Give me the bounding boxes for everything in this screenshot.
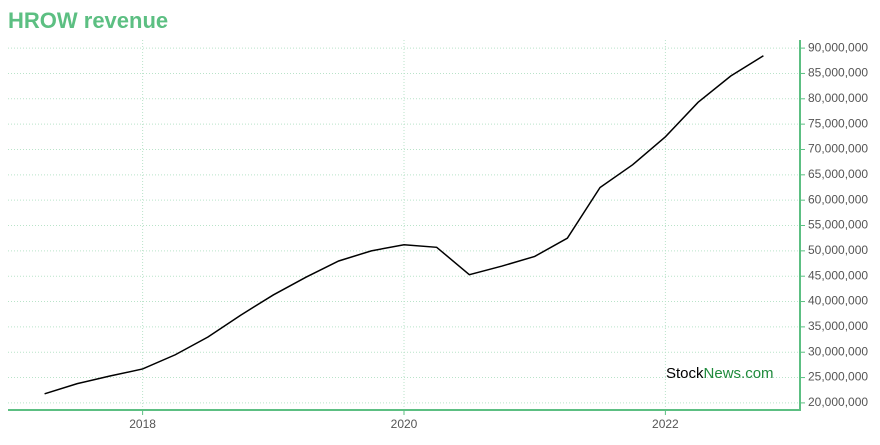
x-tick-label: 2018: [129, 417, 156, 431]
y-tick-label: 65,000,000: [808, 167, 868, 181]
watermark-part: News.com: [704, 365, 774, 382]
y-tick-label: 50,000,000: [808, 243, 868, 257]
x-tick-label: 2022: [652, 417, 679, 431]
y-tick-label: 75,000,000: [808, 116, 868, 130]
watermark-part: Stock: [666, 365, 704, 382]
y-tick-label: 60,000,000: [808, 192, 868, 206]
watermark: StockNews.com: [666, 365, 774, 382]
y-tick-label: 25,000,000: [808, 370, 868, 384]
chart-title: HROW revenue: [8, 8, 168, 33]
line: [44, 55, 764, 395]
y-tick-label: 30,000,000: [808, 344, 868, 358]
x-tick-label: 2020: [391, 417, 418, 431]
y-tick-label: 40,000,000: [808, 294, 868, 308]
y-tick-label: 45,000,000: [808, 268, 868, 282]
y-tick-label: 35,000,000: [808, 319, 868, 333]
y-tick-label: 70,000,000: [808, 142, 868, 156]
y-tick-label: 90,000,000: [808, 40, 868, 54]
y-tick-label: 55,000,000: [808, 218, 868, 232]
y-tick-label: 20,000,000: [808, 395, 868, 409]
y-tick-label: 85,000,000: [808, 66, 868, 80]
y-tick-label: 80,000,000: [808, 91, 868, 105]
